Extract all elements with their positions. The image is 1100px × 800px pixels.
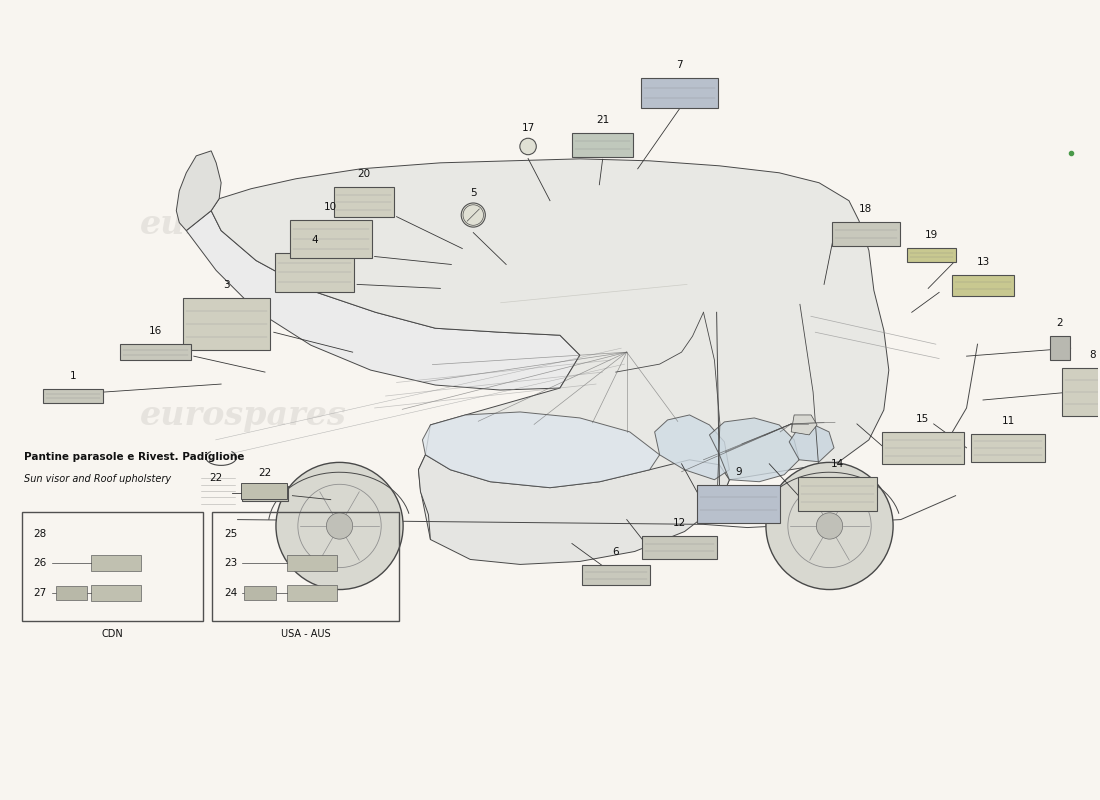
Text: 20: 20 [358,169,371,179]
Text: 22: 22 [209,474,222,483]
FancyBboxPatch shape [91,586,141,602]
Text: eurospares: eurospares [502,399,708,433]
Text: 7: 7 [676,60,683,70]
Polygon shape [789,425,834,462]
FancyBboxPatch shape [641,78,717,108]
FancyBboxPatch shape [55,586,87,600]
Text: 10: 10 [324,202,338,212]
FancyBboxPatch shape [287,555,337,571]
FancyBboxPatch shape [275,254,354,291]
Text: 27: 27 [34,588,47,598]
Circle shape [461,203,485,227]
FancyBboxPatch shape [183,298,271,350]
Text: 8: 8 [1089,350,1096,360]
Text: 3: 3 [223,280,230,290]
FancyBboxPatch shape [582,566,650,586]
FancyBboxPatch shape [244,586,276,600]
Text: 15: 15 [916,414,930,424]
Text: 24: 24 [224,588,238,598]
Text: 12: 12 [673,518,686,528]
Text: 4: 4 [311,235,318,246]
Text: 2: 2 [1056,318,1063,328]
FancyBboxPatch shape [832,222,900,246]
FancyBboxPatch shape [642,536,716,558]
Text: 1: 1 [69,371,77,381]
Text: 26: 26 [34,558,47,569]
Circle shape [327,513,353,539]
FancyBboxPatch shape [43,389,103,403]
FancyBboxPatch shape [120,344,191,360]
Text: Pantine parasole e Rivest. Padiglione: Pantine parasole e Rivest. Padiglione [24,452,244,462]
Text: 21: 21 [596,115,609,125]
Text: 19: 19 [925,230,938,240]
Text: 28: 28 [34,529,47,538]
FancyBboxPatch shape [971,434,1045,462]
Text: 9: 9 [735,466,741,477]
Polygon shape [791,415,817,435]
Text: 16: 16 [148,326,162,336]
Text: 17: 17 [521,122,535,133]
FancyBboxPatch shape [697,485,780,522]
Text: 18: 18 [859,204,872,214]
Polygon shape [211,159,889,539]
FancyBboxPatch shape [1049,336,1069,360]
FancyBboxPatch shape [289,220,372,258]
FancyBboxPatch shape [798,478,877,511]
Circle shape [816,513,843,539]
Text: eurospares: eurospares [502,208,708,241]
Polygon shape [422,412,660,488]
FancyBboxPatch shape [906,248,956,262]
Text: 5: 5 [470,188,476,198]
Text: 22: 22 [258,468,272,478]
Circle shape [766,462,893,590]
FancyBboxPatch shape [953,275,1014,295]
FancyBboxPatch shape [241,483,287,499]
FancyBboxPatch shape [881,432,964,464]
FancyBboxPatch shape [287,586,337,602]
Text: USA - AUS: USA - AUS [280,630,330,639]
Text: 25: 25 [224,529,238,538]
Polygon shape [654,415,729,480]
Text: eurospares: eurospares [140,208,346,241]
Text: eurospares: eurospares [140,399,346,433]
FancyBboxPatch shape [242,486,288,501]
Text: Sun visor and Roof upholstery: Sun visor and Roof upholstery [24,474,170,484]
FancyBboxPatch shape [1063,368,1100,416]
Circle shape [276,462,403,590]
Text: CDN: CDN [101,630,123,639]
Text: 11: 11 [1002,416,1015,426]
FancyBboxPatch shape [91,555,141,571]
Text: 23: 23 [224,558,238,569]
Text: 13: 13 [977,257,990,267]
Polygon shape [418,455,729,565]
FancyBboxPatch shape [572,133,632,157]
Text: 6: 6 [613,547,619,558]
Text: 14: 14 [830,459,844,470]
Circle shape [520,138,537,154]
Polygon shape [176,151,221,230]
Polygon shape [186,210,580,390]
Polygon shape [710,418,799,482]
FancyBboxPatch shape [333,187,394,218]
